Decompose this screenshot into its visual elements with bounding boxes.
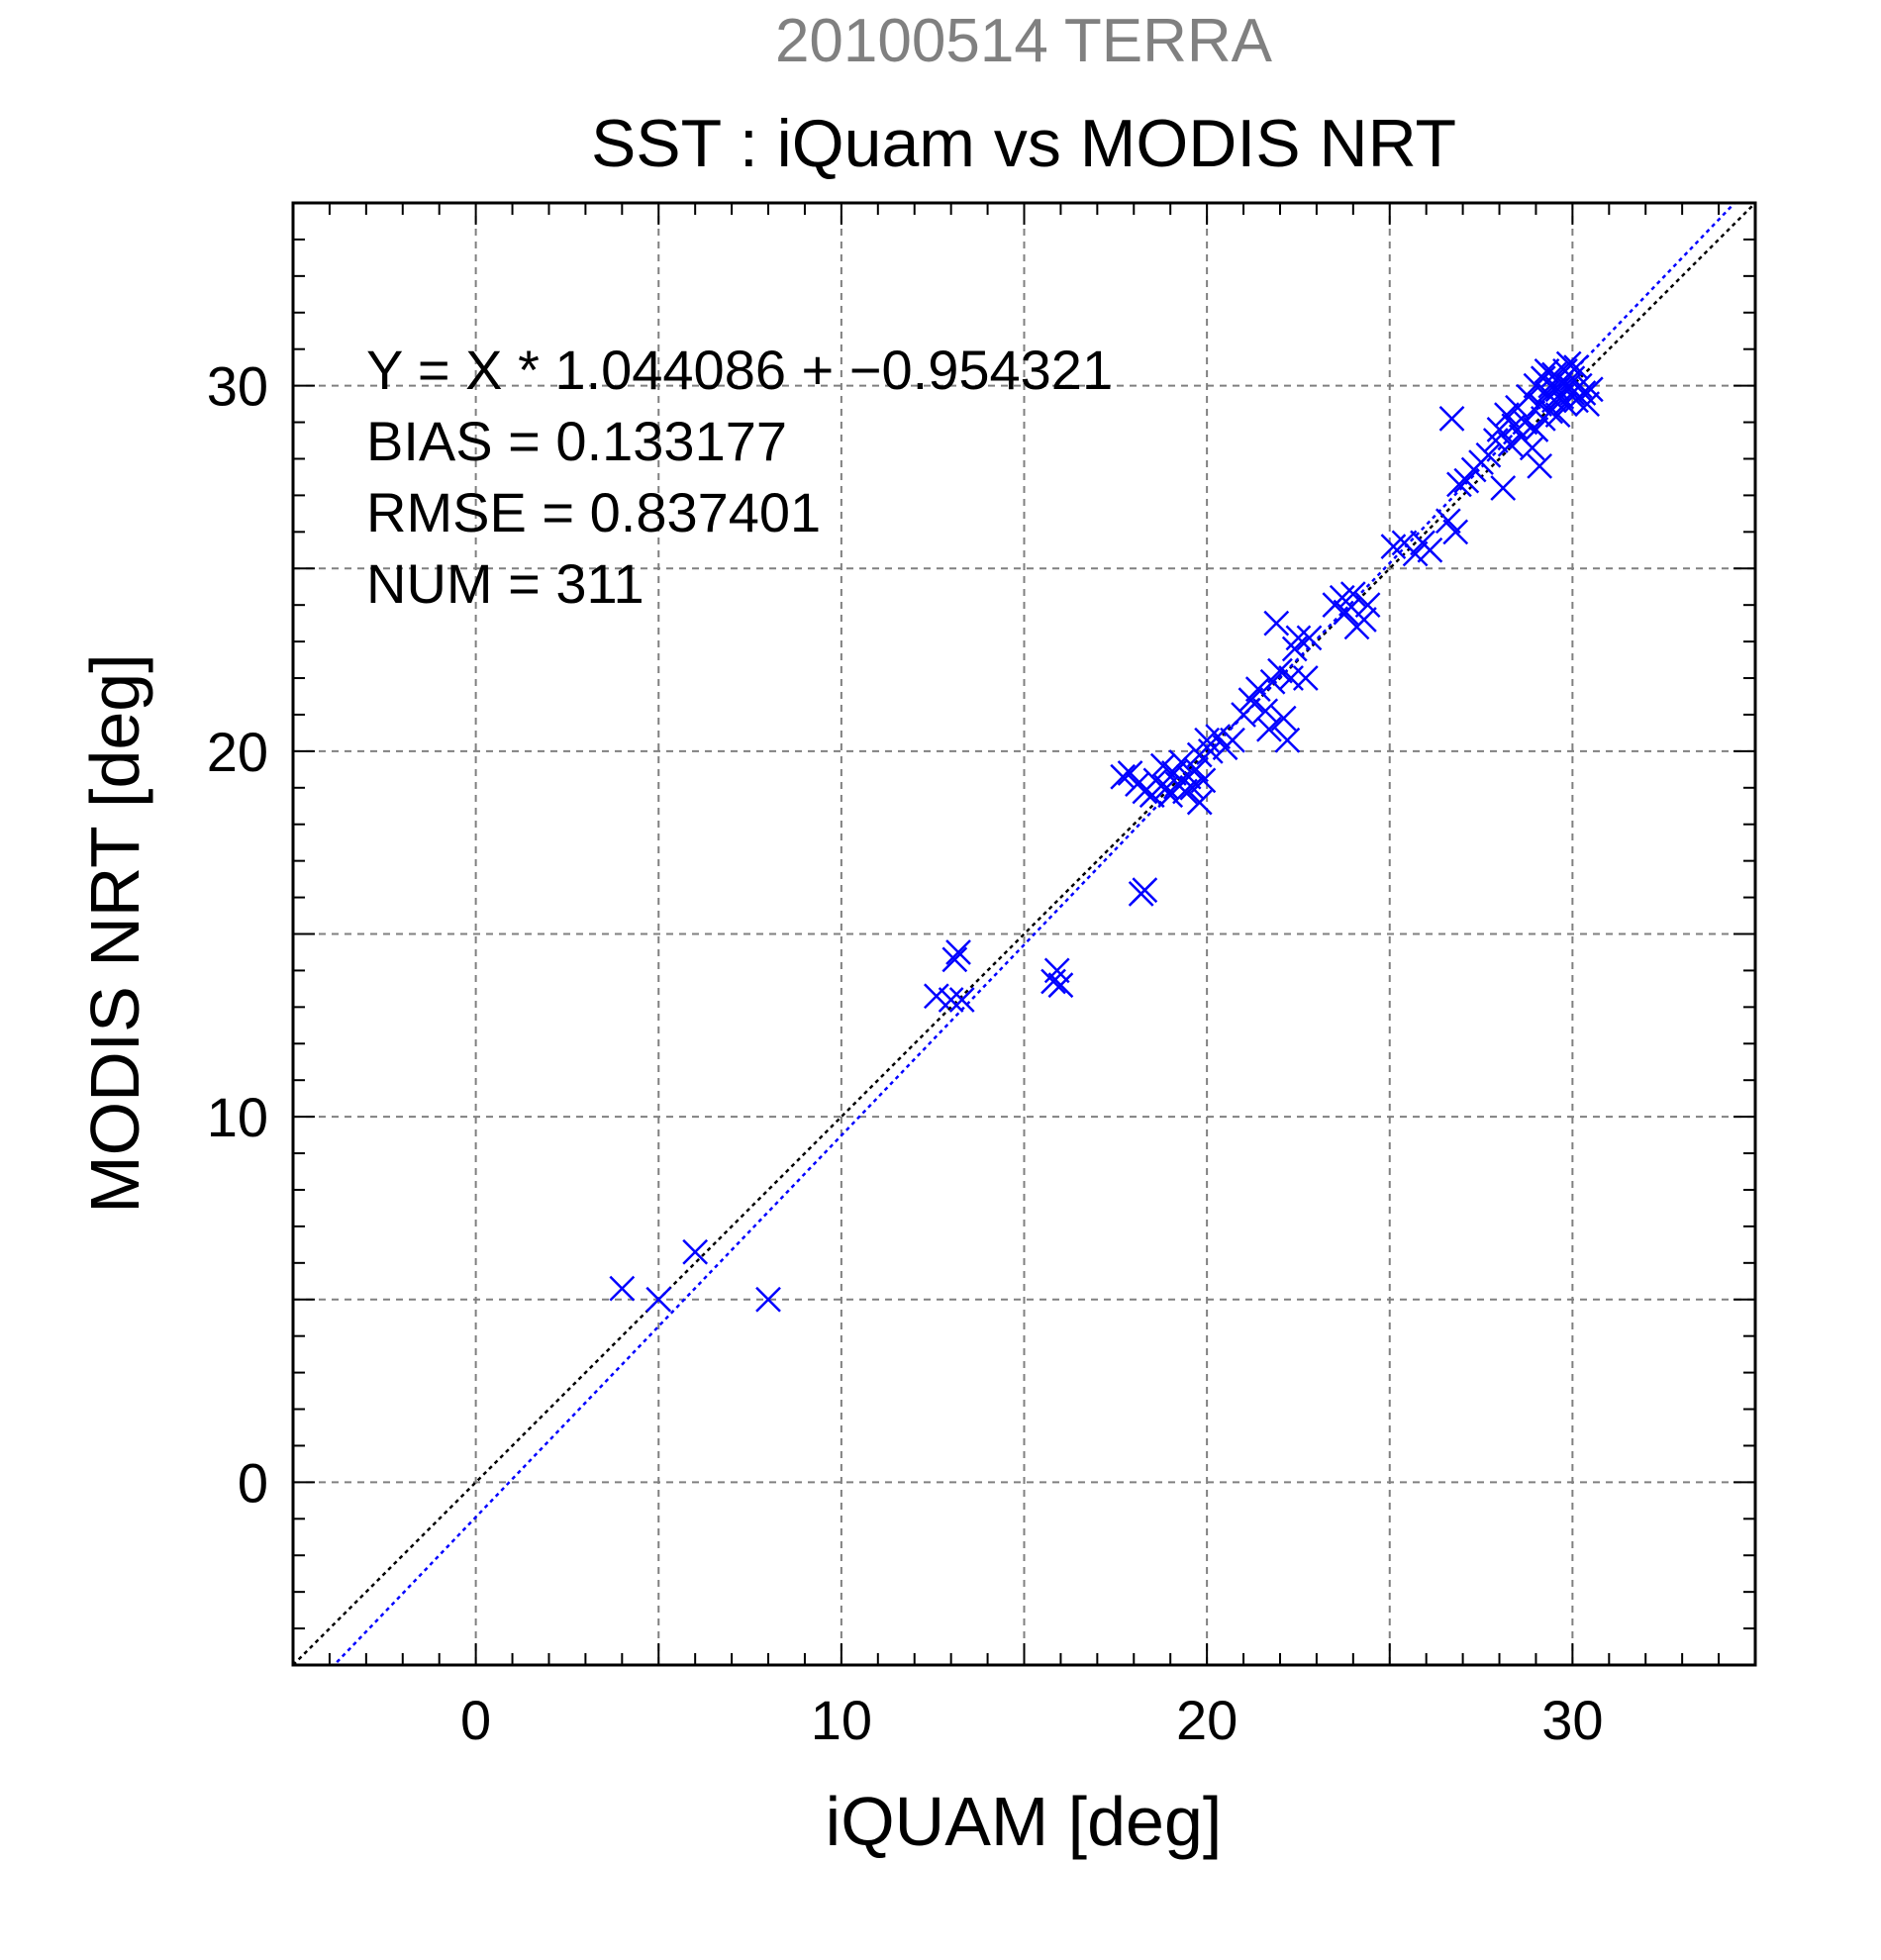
data-point (1494, 402, 1520, 429)
data-point (1043, 957, 1070, 984)
fit-equation: Y = X * 1.044086 + −0.954321 (366, 339, 1113, 401)
minor-ticks (293, 203, 1755, 1665)
y-tick-labels: 0 10 20 30 (207, 355, 268, 1515)
stats-annotation: Y = X * 1.044086 + −0.954321 BIAS = 0.13… (366, 339, 1113, 615)
data-point (1205, 724, 1232, 749)
data-point (1263, 610, 1290, 637)
data-point (1438, 405, 1465, 432)
data-point (1527, 391, 1553, 417)
data-point (645, 1286, 672, 1313)
data-point (1534, 357, 1560, 384)
data-point (1402, 540, 1429, 567)
data-point (1110, 763, 1137, 790)
data-point (1190, 767, 1217, 794)
x-tick-label: 20 (1176, 1689, 1238, 1751)
data-point (1339, 581, 1366, 607)
plot-frame (291, 201, 1757, 1667)
data-point (1527, 452, 1553, 479)
data-point (1220, 727, 1245, 753)
data-point (948, 987, 975, 1013)
x-tick-labels: 0 10 20 30 (460, 1689, 1603, 1751)
y-tick-label: 10 (207, 1086, 268, 1148)
data-point (1333, 599, 1359, 626)
data-point (941, 946, 968, 973)
rmse-label: RMSE = 0.837401 (366, 481, 821, 543)
data-point (1172, 778, 1198, 805)
data-point (1238, 687, 1264, 714)
data-point (1047, 972, 1074, 999)
data-point (1523, 417, 1549, 442)
data-point (945, 939, 971, 965)
num-label: NUM = 311 (366, 552, 644, 615)
data-point (1442, 519, 1469, 545)
data-point (1197, 737, 1224, 764)
data-point (682, 1238, 709, 1265)
data-point (609, 1275, 636, 1302)
data-point (1256, 716, 1282, 742)
data-point (1435, 508, 1461, 535)
bias-label: BIAS = 0.133177 (366, 410, 787, 472)
data-point (1267, 657, 1293, 684)
data-point (755, 1286, 781, 1313)
chart-title: SST : iQuam vs MODIS NRT (591, 106, 1456, 181)
data-point (1231, 702, 1256, 728)
data-point (1351, 607, 1377, 633)
data-point (1296, 625, 1323, 651)
data-point (1354, 592, 1381, 619)
y-tick-label: 0 (238, 1451, 268, 1514)
x-tick-label: 30 (1541, 1689, 1603, 1751)
reference-lines (293, 203, 1755, 1665)
data-point (1132, 877, 1158, 904)
fit-line (332, 203, 1736, 1665)
data-point (1453, 467, 1480, 494)
x-tick-label: 0 (460, 1689, 491, 1751)
y-axis-label: MODIS NRT [deg] (76, 653, 153, 1213)
data-point (1138, 782, 1165, 809)
data-point (1292, 665, 1319, 691)
data-point (1475, 441, 1502, 468)
data-point (1168, 749, 1195, 775)
x-axis-label: iQUAM [deg] (826, 1783, 1223, 1860)
data-point (1244, 676, 1271, 702)
data-point (1270, 705, 1297, 732)
chart-subtitle: 20100514 TERRA (775, 7, 1273, 75)
data-point (923, 983, 949, 1010)
data-point (1490, 475, 1517, 501)
data-point (1417, 537, 1443, 563)
y-tick-label: 20 (207, 721, 268, 783)
data-point (1574, 391, 1601, 417)
data-point (1274, 727, 1301, 753)
data-point (1563, 354, 1589, 381)
data-point (1577, 376, 1604, 403)
data-point (1486, 417, 1513, 442)
data-point (1555, 350, 1582, 377)
data-point (938, 987, 964, 1013)
data-point (1186, 789, 1213, 816)
x-tick-label: 10 (811, 1689, 872, 1751)
data-point (1117, 760, 1143, 786)
y-tick-label: 30 (207, 355, 268, 418)
data-point (1285, 625, 1312, 651)
data-points (609, 350, 1604, 1313)
data-point (1183, 756, 1209, 783)
